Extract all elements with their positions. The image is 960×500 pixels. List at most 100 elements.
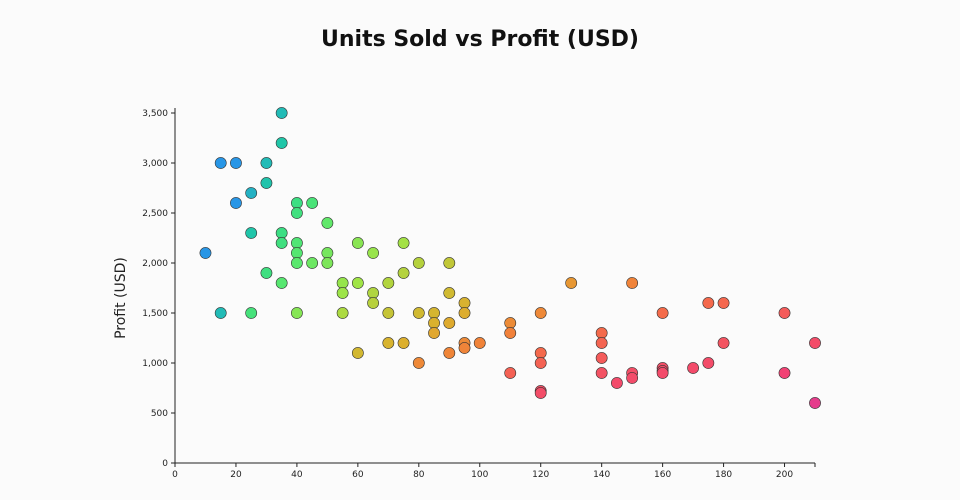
data-point xyxy=(397,237,410,249)
data-point xyxy=(595,352,608,364)
chart-title: Units Sold vs Profit (USD) xyxy=(321,27,639,52)
data-point xyxy=(230,197,242,209)
data-point xyxy=(443,257,456,269)
x-tick-label: 80 xyxy=(413,470,425,480)
data-point xyxy=(443,347,456,359)
data-point xyxy=(321,217,334,229)
data-point xyxy=(717,297,730,309)
data-point xyxy=(275,107,288,119)
data-point xyxy=(534,347,547,359)
data-point xyxy=(443,317,456,329)
data-point xyxy=(778,307,791,319)
data-point xyxy=(595,327,608,339)
y-tick-label: 1,500 xyxy=(142,309,168,319)
data-point xyxy=(367,297,379,309)
x-tick-label: 100 xyxy=(471,470,488,480)
data-point xyxy=(428,327,440,339)
data-point xyxy=(275,137,288,149)
data-point xyxy=(260,177,273,189)
data-point xyxy=(260,157,273,169)
data-point xyxy=(367,247,379,259)
data-point xyxy=(428,317,440,329)
data-point xyxy=(275,227,288,239)
data-point xyxy=(260,267,273,279)
data-point xyxy=(595,367,608,379)
data-point xyxy=(443,287,456,299)
x-tick-label: 60 xyxy=(352,470,364,480)
data-point xyxy=(306,257,319,269)
x-tick-label: 120 xyxy=(532,470,549,480)
data-point xyxy=(351,277,364,289)
data-point xyxy=(412,257,425,269)
data-point xyxy=(702,297,715,309)
data-point xyxy=(291,247,303,259)
data-point xyxy=(717,337,730,349)
data-point xyxy=(534,357,547,369)
data-point xyxy=(504,317,517,329)
data-point xyxy=(473,337,486,349)
data-point xyxy=(397,267,410,279)
y-tick-label: 3,000 xyxy=(142,159,168,169)
data-point xyxy=(382,277,395,289)
data-point xyxy=(275,277,288,289)
x-tick-label: 20 xyxy=(230,470,242,480)
y-tick-label: 2,500 xyxy=(142,209,168,219)
data-point xyxy=(245,187,258,199)
data-point xyxy=(428,307,440,319)
data-point xyxy=(626,277,639,289)
data-point xyxy=(291,207,303,219)
data-point xyxy=(230,157,242,169)
data-point xyxy=(504,327,517,339)
data-point xyxy=(458,342,471,354)
data-point xyxy=(275,237,288,249)
data-point xyxy=(351,347,364,359)
data-point xyxy=(534,387,547,399)
y-tick-label: 2,000 xyxy=(142,259,168,269)
x-tick-label: 0 xyxy=(172,470,178,480)
data-point xyxy=(458,307,471,319)
data-point xyxy=(336,287,349,299)
data-point xyxy=(809,397,821,409)
data-point xyxy=(626,372,639,384)
x-tick-label: 180 xyxy=(715,470,732,480)
data-point xyxy=(321,257,334,269)
data-point xyxy=(595,337,608,349)
y-tick-label: 500 xyxy=(151,409,168,419)
data-point xyxy=(291,237,303,249)
data-point xyxy=(245,227,258,239)
data-point xyxy=(351,237,364,249)
y-tick-label: 1,000 xyxy=(142,359,168,369)
data-point xyxy=(702,357,715,369)
data-point xyxy=(565,277,578,289)
data-point xyxy=(291,197,303,209)
data-point xyxy=(412,307,425,319)
data-point xyxy=(199,247,212,259)
data-point xyxy=(214,307,227,319)
data-point xyxy=(656,307,669,319)
data-point xyxy=(412,357,425,369)
x-tick-label: 200 xyxy=(776,470,793,480)
data-point xyxy=(382,337,395,349)
y-axis-label: Profit (USD) xyxy=(113,257,129,339)
data-point xyxy=(504,367,517,379)
data-point xyxy=(778,367,791,379)
data-point xyxy=(397,337,410,349)
data-point xyxy=(245,307,258,319)
data-point xyxy=(656,367,669,379)
axes: 0 20 40 60 80 100 120 140 160 180 200 0 500 1,000 1,50… xyxy=(142,108,816,480)
x-tick-label: 40 xyxy=(291,470,303,480)
data-point xyxy=(382,307,395,319)
data-point xyxy=(336,277,349,289)
data-point xyxy=(336,307,349,319)
data-points xyxy=(199,107,821,409)
y-tick-label: 3,500 xyxy=(142,109,168,119)
data-point xyxy=(687,362,699,374)
data-point xyxy=(291,257,303,269)
data-point xyxy=(534,307,547,319)
x-tick-label: 160 xyxy=(654,470,671,480)
data-point xyxy=(306,197,319,209)
data-point xyxy=(214,157,227,169)
data-point xyxy=(367,287,379,299)
y-tick-label: 0 xyxy=(162,459,168,469)
